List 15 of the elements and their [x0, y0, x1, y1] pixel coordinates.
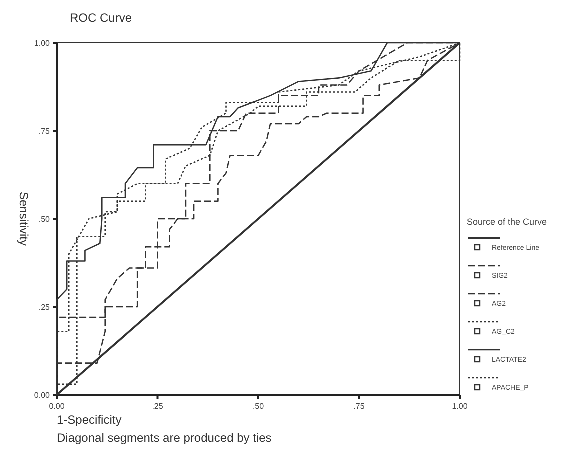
legend-title: Source of the Curve: [467, 217, 548, 227]
y-tick-label: .25: [38, 303, 51, 312]
x-tick-label: .75: [354, 402, 366, 411]
x-tick-label: .50: [252, 402, 265, 411]
text: Diagonal segments are produced by ties: [57, 431, 272, 445]
y-tick-label: .50: [38, 215, 51, 224]
x-tick-label: .25: [152, 402, 164, 411]
x-axis-title: 1-Specificity: [57, 413, 122, 427]
x-tick-label: 1.00: [452, 402, 468, 411]
y-axis-title: Sensitivity: [17, 192, 31, 246]
chart-title: ROC Curve: [70, 11, 132, 25]
y-tick-label: .75: [38, 127, 51, 136]
y-tick-label: 0.00: [34, 391, 51, 400]
y-tick-label: 1.00: [34, 39, 51, 48]
x-tick-label: 0.00: [49, 402, 66, 411]
